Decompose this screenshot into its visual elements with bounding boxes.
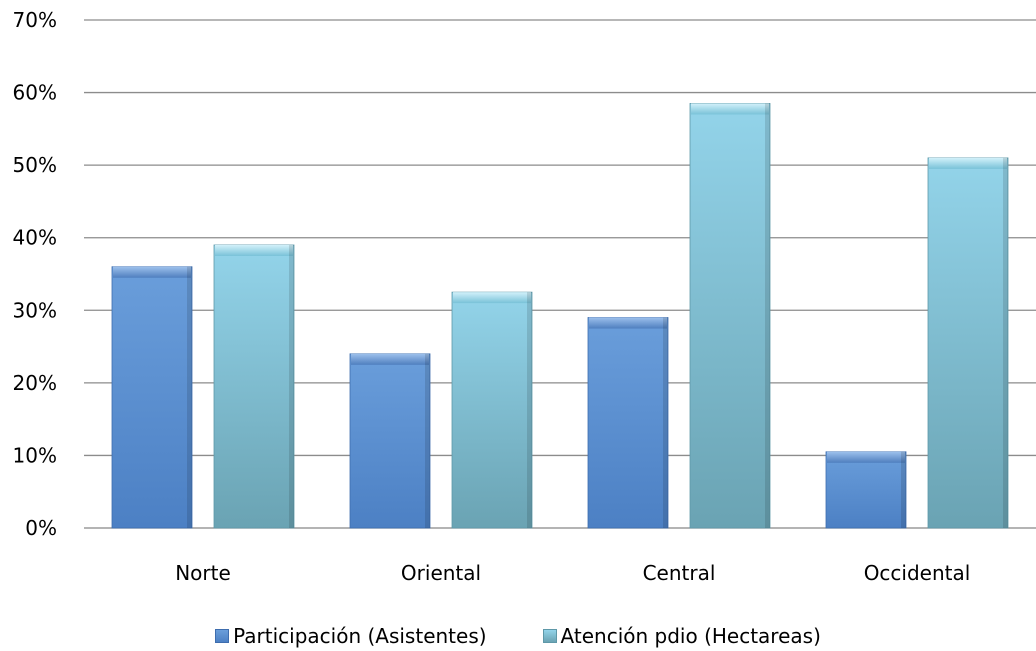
x-axis-tick-labels: Norte Oriental Central Occidental	[175, 561, 970, 585]
bar-body	[825, 451, 907, 529]
bar-body	[213, 244, 295, 529]
bar-bevel	[453, 292, 531, 304]
y-tick-label: 10%	[13, 443, 57, 467]
bar-bevel	[691, 103, 769, 115]
bar-body	[111, 266, 193, 529]
y-tick-label: 20%	[13, 371, 57, 395]
legend-swatch-series-1	[215, 629, 230, 643]
y-tick-label: 30%	[13, 298, 57, 322]
bar-bevel	[589, 317, 667, 329]
bar-body	[587, 317, 669, 529]
x-tick-label: Central	[643, 561, 716, 585]
bar-body	[689, 103, 771, 529]
bar-shade	[425, 353, 430, 528]
bar-shade	[187, 266, 192, 528]
legend-label-series-2: Atención pdio (Hectareas)	[560, 624, 821, 648]
y-axis-tick-labels: 0% 10% 20% 30% 40% 50% 60% 70%	[13, 8, 57, 540]
y-tick-label: 70%	[13, 8, 57, 32]
legend: Participación (Asistentes) Atención pdio…	[0, 624, 1036, 648]
legend-label-series-1: Participación (Asistentes)	[233, 624, 487, 648]
y-tick-label: 0%	[25, 516, 57, 540]
bar-shade	[765, 103, 770, 528]
bar	[587, 317, 669, 529]
bar-body	[927, 157, 1009, 529]
y-tick-label: 50%	[13, 153, 57, 177]
x-tick-label: Norte	[175, 561, 231, 585]
bar-shade	[901, 451, 906, 528]
bar-bevel	[351, 353, 429, 365]
bar	[213, 244, 295, 529]
bar	[689, 103, 771, 529]
bar-body	[349, 353, 431, 529]
bar-bevel	[929, 157, 1007, 169]
bar-shade	[1003, 157, 1008, 528]
bars	[111, 103, 1009, 529]
bar	[451, 291, 533, 529]
bar	[825, 451, 907, 529]
bar-bevel	[113, 266, 191, 278]
x-tick-label: Occidental	[864, 561, 971, 585]
y-tick-label: 60%	[13, 81, 57, 105]
bar-shade	[527, 292, 532, 528]
bar-shade	[289, 244, 294, 528]
bar-shade	[663, 317, 668, 528]
x-tick-label: Oriental	[401, 561, 481, 585]
legend-item-series-2: Atención pdio (Hectareas)	[542, 624, 821, 648]
y-tick-label: 40%	[13, 226, 57, 250]
bar-bevel	[215, 244, 293, 256]
bar	[349, 353, 431, 529]
legend-item-series-1: Participación (Asistentes)	[215, 624, 487, 648]
chart-plot: 0% 10% 20% 30% 40% 50% 60% 70% Norte Oriental Cen…	[13, 8, 1036, 585]
legend-swatch-series-2	[542, 629, 557, 643]
bar	[111, 266, 193, 529]
bar	[927, 157, 1009, 529]
bar-bevel	[827, 451, 905, 463]
bar-body	[451, 291, 533, 529]
